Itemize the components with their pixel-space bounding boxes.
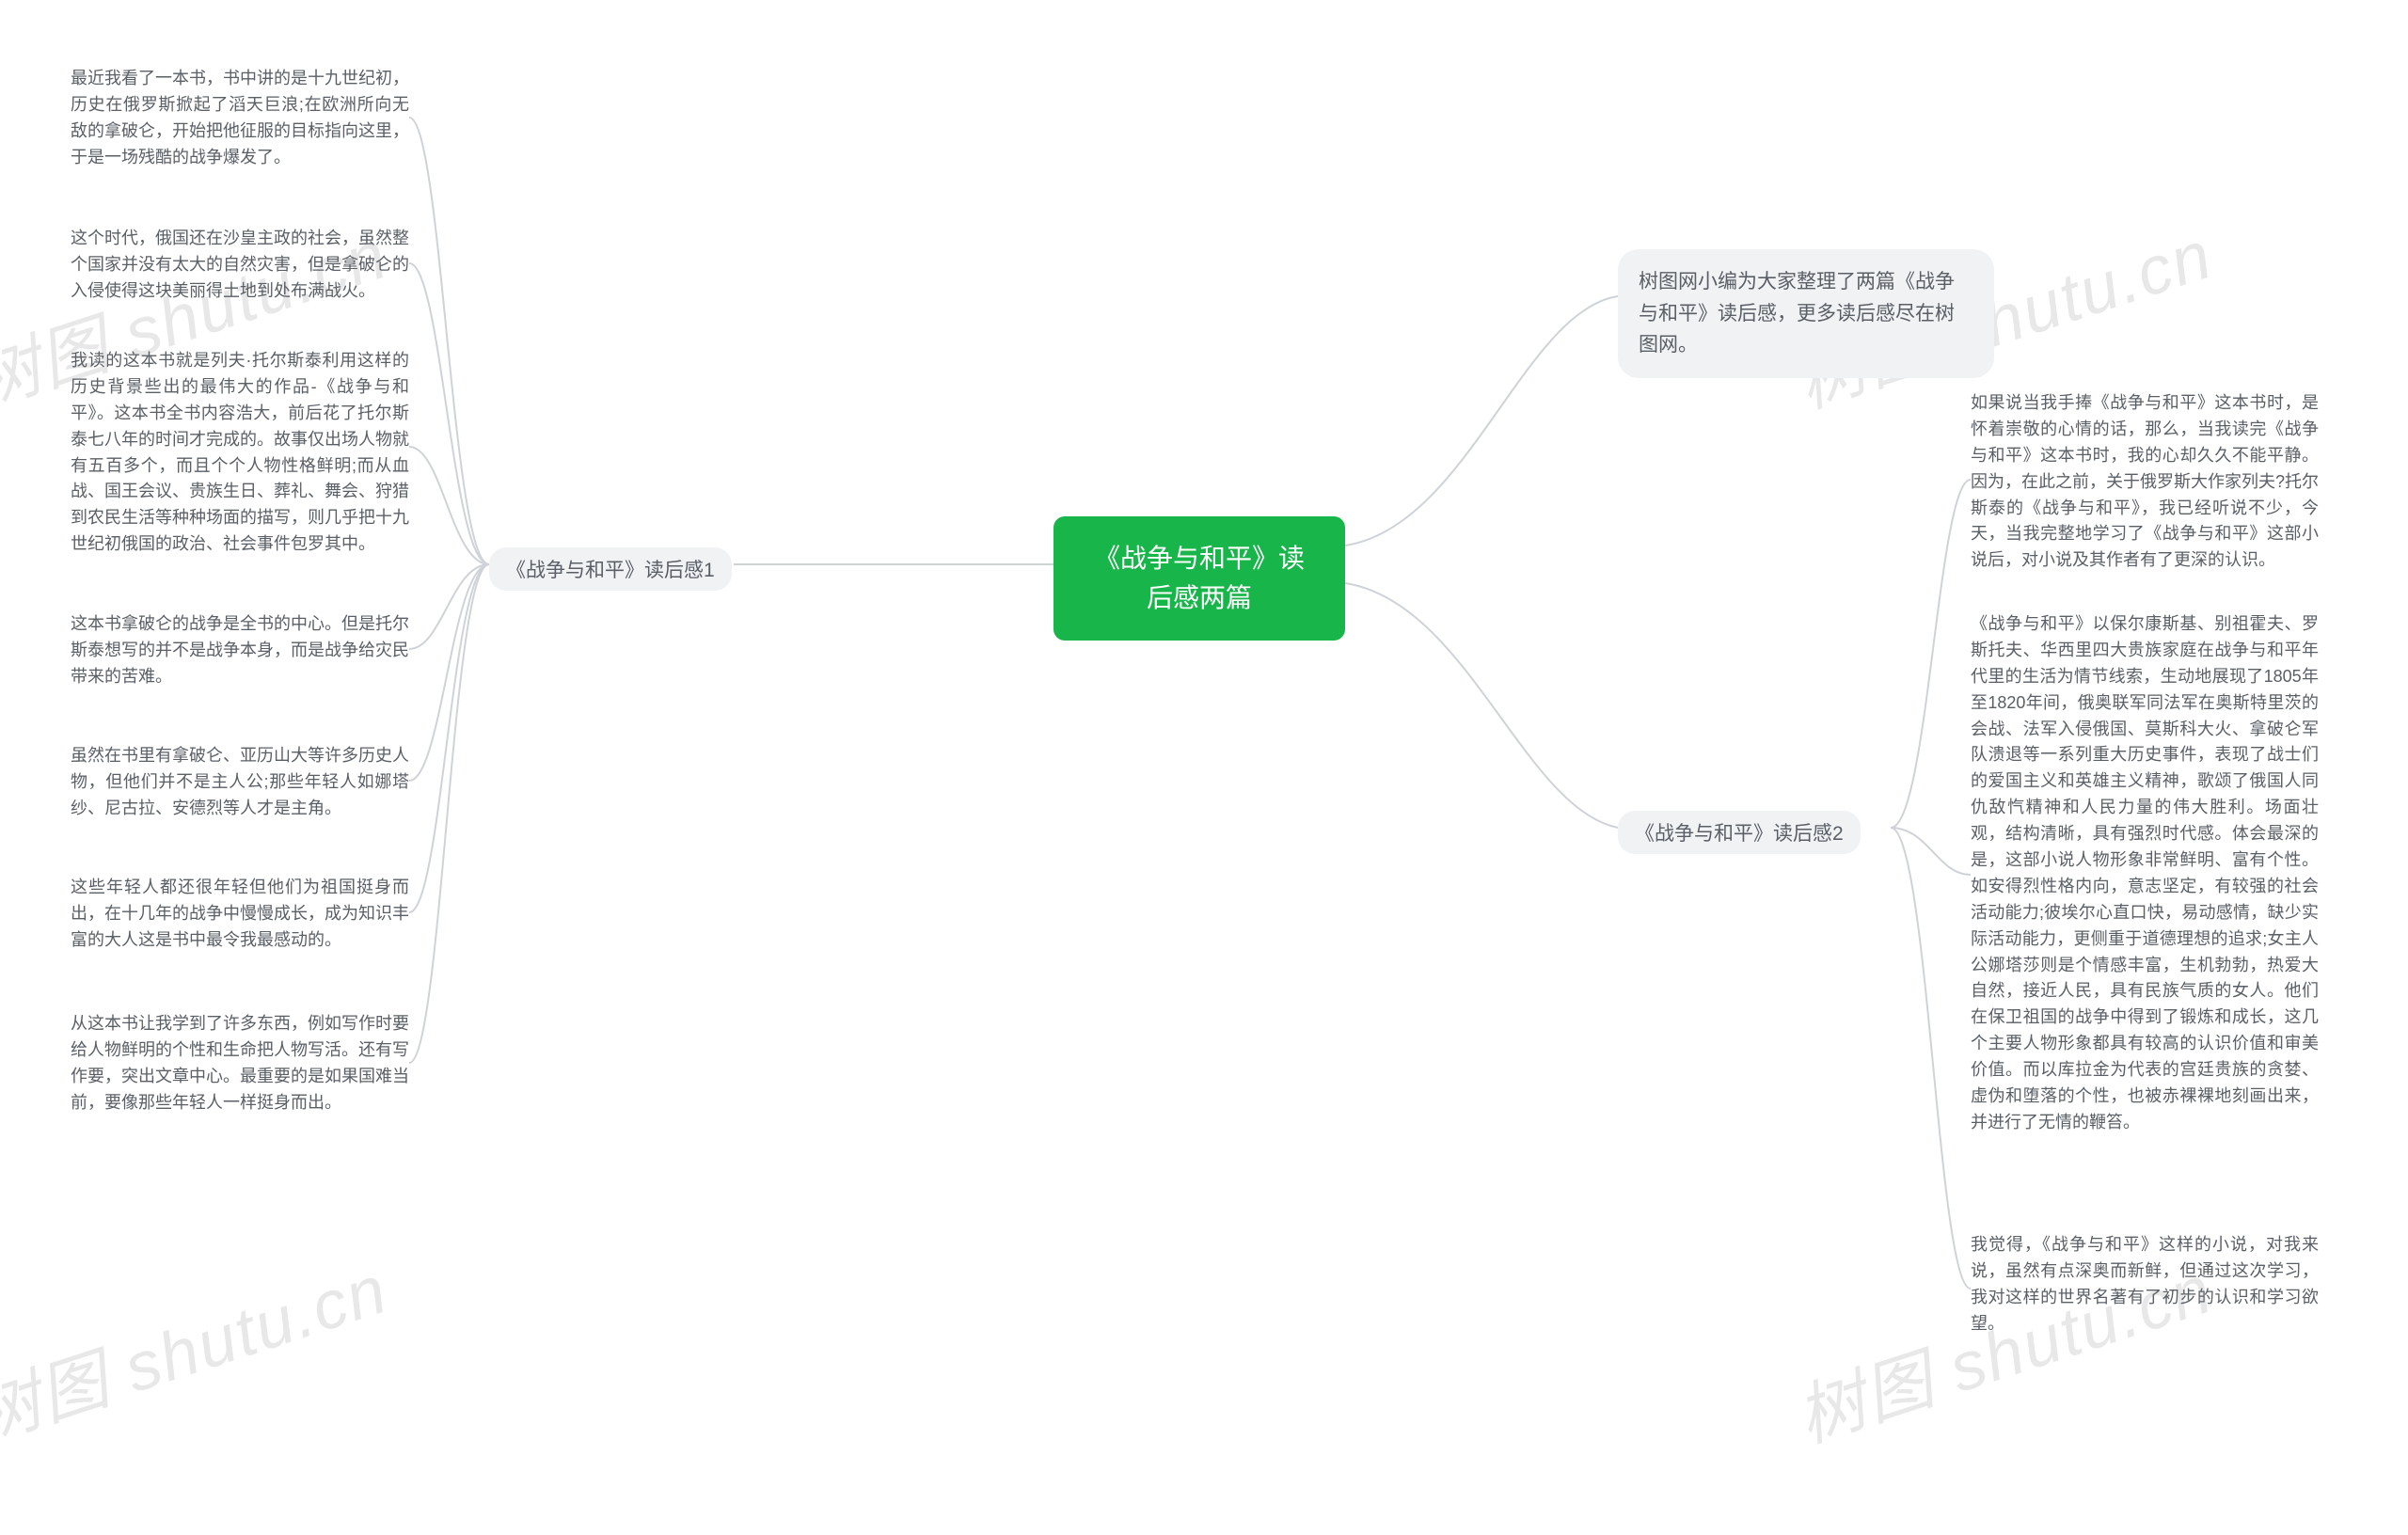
leaf: 最近我看了一本书，书中讲的是十九世纪初，历史在俄罗斯掀起了滔天巨浪;在欧洲所向无… [71, 66, 409, 171]
leaf: 我觉得，《战争与和平》这样的小说，对我来说，虽然有点深奥而新鲜，但通过这次学习，… [1971, 1232, 2319, 1337]
leaf: 这本书拿破仑的战争是全书的中心。但是托尔斯泰想写的并不是战争本身，而是战争给灾民… [71, 611, 409, 690]
mindmap-canvas: 树图 shutu.cn 树图 shutu.cn 树图 shutu.cn 树图 s… [0, 0, 2408, 1535]
leaf: 《战争与和平》以保尔康斯基、别祖霍夫、罗斯托夫、华西里四大贵族家庭在战争与和平年… [1971, 611, 2319, 1136]
leaf: 从这本书让我学到了许多东西，例如写作时要给人物鲜明的个性和生命把人物写活。还有写… [71, 1011, 409, 1116]
leaf: 虽然在书里有拿破仑、亚历山大等许多历史人物，但他们并不是主人公;那些年轻人如娜塔… [71, 743, 409, 822]
branch-right[interactable]: 《战争与和平》读后感2 [1618, 811, 1861, 854]
watermark: 树图 shutu.cn [0, 1234, 398, 1461]
root-node[interactable]: 《战争与和平》读后感两篇 [1054, 516, 1345, 641]
intro-text: 树图网小编为大家整理了两篇《战争与和平》读后感，更多读后感尽在树图网。 [1639, 271, 1955, 356]
intro-node[interactable]: 树图网小编为大家整理了两篇《战争与和平》读后感，更多读后感尽在树图网。 [1618, 249, 1994, 378]
leaf: 我读的这本书就是列夫·托尔斯泰利用这样的历史背景些出的最伟大的作品-《战争与和平… [71, 348, 409, 558]
leaf: 如果说当我手捧《战争与和平》这本书时，是怀着崇敬的心情的话，那么，当我读完《战争… [1971, 390, 2319, 574]
leaf: 这个时代，俄国还在沙皇主政的社会，虽然整个国家并没有太大的自然灾害，但是拿破仑的… [71, 226, 409, 305]
branch-left[interactable]: 《战争与和平》读后感1 [489, 547, 732, 591]
leaf: 这些年轻人都还很年轻但他们为祖国挺身而出，在十几年的战争中慢慢成长，成为知识丰富… [71, 875, 409, 954]
